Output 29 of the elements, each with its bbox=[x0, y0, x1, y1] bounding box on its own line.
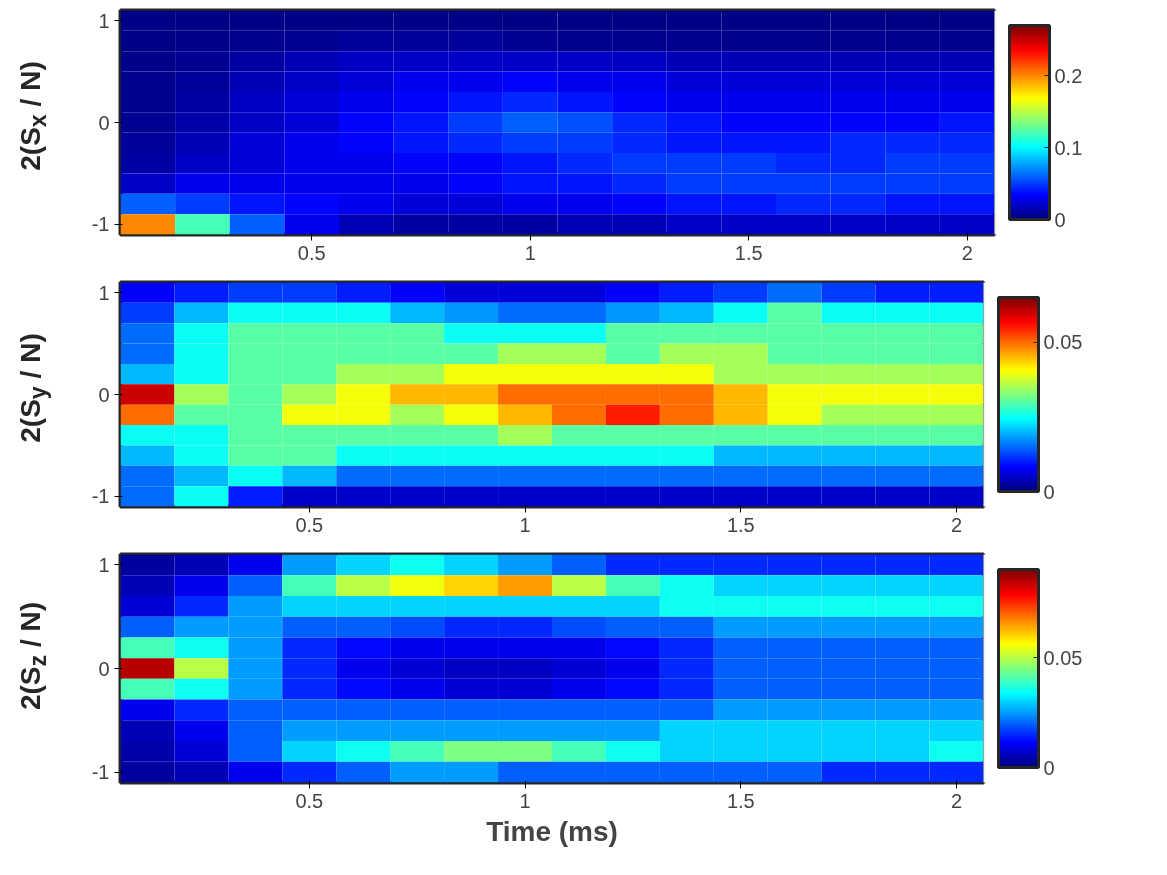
y-tick-label: 0 bbox=[98, 383, 110, 406]
x-axis-title: Time (ms) bbox=[486, 815, 618, 847]
x-tick-label: 2 bbox=[961, 241, 973, 264]
x-tick-label: 1.5 bbox=[734, 241, 763, 264]
x-tick-label: 2 bbox=[950, 789, 963, 812]
color-bar-label: 0.1 bbox=[1054, 136, 1083, 159]
y-tick-label: 0 bbox=[98, 111, 110, 134]
x-tick-label: 1 bbox=[519, 513, 531, 536]
color-bar-label: 0 bbox=[1043, 756, 1055, 779]
y-tick-label: 0 bbox=[98, 657, 110, 680]
x-tick-label: 1.5 bbox=[726, 513, 755, 536]
x-tick-label: 0.5 bbox=[297, 241, 326, 264]
color-bar-label: 0 bbox=[1043, 480, 1055, 503]
y-tick-label: 1 bbox=[98, 9, 110, 32]
y-tick-label: -1 bbox=[91, 213, 110, 236]
y-tick-label: 1 bbox=[98, 553, 110, 576]
color-bar-label: 0 bbox=[1054, 208, 1066, 231]
color-bar-label: 0.05 bbox=[1043, 331, 1083, 354]
x-tick-label: 1 bbox=[524, 241, 536, 264]
x-tick-label: 0.5 bbox=[295, 789, 324, 812]
y-tick-label: -1 bbox=[91, 485, 110, 508]
color-bar-label: 0.2 bbox=[1054, 64, 1083, 87]
x-tick-label: 2 bbox=[950, 513, 963, 536]
y-tick-label: 1 bbox=[98, 281, 110, 304]
color-bar-label: 0.05 bbox=[1043, 646, 1083, 669]
x-tick-label: 1.5 bbox=[726, 789, 755, 812]
y-tick-label: -1 bbox=[91, 761, 110, 784]
x-tick-label: 0.5 bbox=[295, 513, 324, 536]
x-tick-label: 1 bbox=[519, 789, 531, 812]
